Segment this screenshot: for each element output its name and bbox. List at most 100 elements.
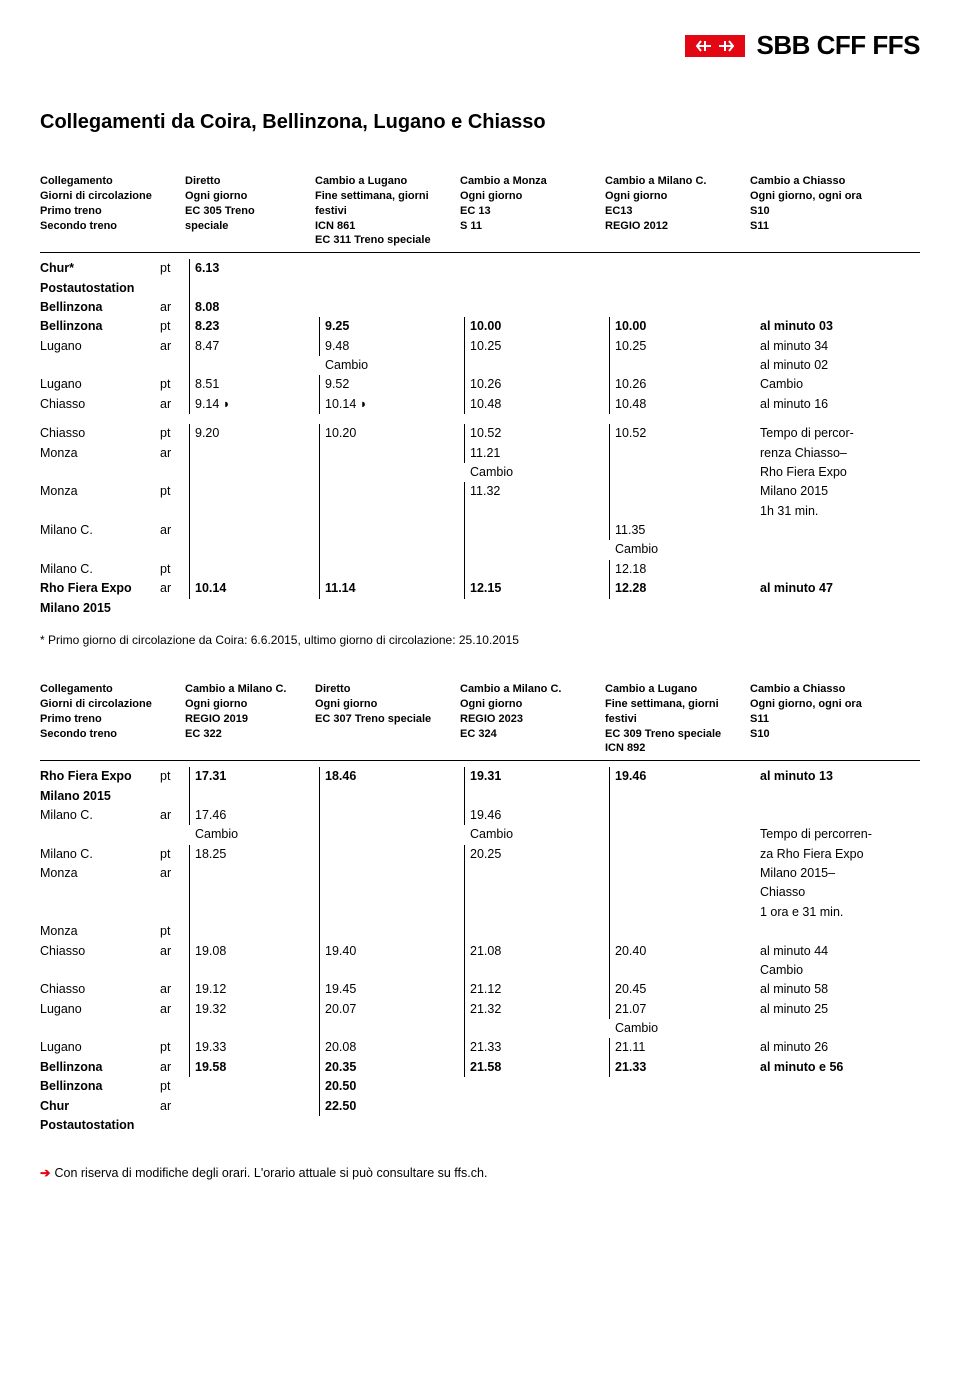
data-cell (460, 787, 605, 806)
data-cell: 11.21 (460, 444, 605, 463)
data-cell (750, 298, 895, 317)
brand-text: SBB CFF FFS (757, 30, 921, 61)
page-title: Collegamenti da Coira, Bellinzona, Lugan… (40, 111, 920, 134)
ptar-cell (160, 825, 185, 844)
data-cell: 10.52 (605, 424, 750, 443)
data-cell: 21.11 (605, 1038, 750, 1057)
table-row: Milano 2015 (40, 599, 920, 618)
data-cell: 20.45 (605, 980, 750, 999)
data-cell (605, 825, 750, 844)
data-cell (315, 1019, 460, 1038)
data-cell (185, 482, 315, 501)
data-cell (315, 560, 460, 579)
table-row: Bellinzonaar19.5820.3521.5821.33al minut… (40, 1058, 920, 1077)
hdr2-col3: Cambio a Milano C. Ogni giorno REGIO 202… (460, 682, 605, 756)
table-row: Cambioal minuto 02 (40, 356, 920, 375)
data-cell: 17.46 (185, 806, 315, 825)
station-cell: Milano C. (40, 845, 160, 864)
data-cell: 18.46 (315, 767, 460, 786)
ptar-cell: pt (160, 922, 185, 941)
footnote-1: * Primo giorno di circolazione da Coira:… (40, 633, 920, 647)
data-cell (185, 463, 315, 482)
station-cell (40, 1019, 160, 1038)
hdr-col2: Cambio a Lugano Fine settimana, giorni f… (315, 174, 460, 248)
ptar-cell: ar (160, 1058, 185, 1077)
data-cell (315, 279, 460, 298)
data-cell: al minuto 26 (750, 1038, 895, 1057)
data-cell: Milano 2015 (750, 482, 895, 501)
data-cell (315, 922, 460, 941)
data-cell: 10.20 (315, 424, 460, 443)
ptar-cell (160, 463, 185, 482)
data-cell: 22.50 (315, 1097, 460, 1116)
data-cell: 10.26 (605, 375, 750, 394)
data-cell: 11.35 (605, 521, 750, 540)
data-cell (605, 259, 750, 278)
ptar-cell (160, 903, 185, 922)
data-cell (750, 259, 895, 278)
timetable-outbound: Collegamento Giorni di circolazione Prim… (40, 174, 920, 618)
station-cell: Chiasso (40, 942, 160, 961)
station-cell: Rho Fiera Expo (40, 579, 160, 598)
data-cell: 20.08 (315, 1038, 460, 1057)
data-cell (605, 298, 750, 317)
table-body-2: Rho Fiera Expopt17.3118.4619.3119.46al m… (40, 767, 920, 1135)
data-cell: al minuto 03 (750, 317, 895, 336)
data-cell (185, 279, 315, 298)
table-row: Milano C.ar11.35 (40, 521, 920, 540)
data-cell: 10.25 (605, 337, 750, 356)
data-cell: 19.58 (185, 1058, 315, 1077)
data-cell (460, 279, 605, 298)
data-cell: 19.40 (315, 942, 460, 961)
data-cell (315, 599, 460, 618)
ptar-cell (160, 356, 185, 375)
data-cell: 20.50 (315, 1077, 460, 1096)
data-cell: 20.25 (460, 845, 605, 864)
header-labels: Collegamento Giorni di circolazione Prim… (40, 174, 160, 248)
data-cell: 10.00 (460, 317, 605, 336)
data-cell (460, 961, 605, 980)
station-cell: Lugano (40, 1000, 160, 1019)
station-cell: Monza (40, 482, 160, 501)
ptar-cell: pt (160, 845, 185, 864)
data-cell: Cambio (605, 1019, 750, 1038)
station-cell: Bellinzona (40, 1077, 160, 1096)
station-cell (40, 825, 160, 844)
data-cell: 21.33 (605, 1058, 750, 1077)
data-cell: 9.14 ◗ (185, 395, 315, 414)
data-cell (460, 883, 605, 902)
data-cell (315, 298, 460, 317)
data-cell (185, 787, 315, 806)
ptar-cell: pt (160, 1077, 185, 1096)
station-cell: Postautostation (40, 279, 160, 298)
data-cell: renza Chiasso– (750, 444, 895, 463)
data-cell (185, 599, 315, 618)
data-cell: 21.12 (460, 980, 605, 999)
table-row: CambioCambioTempo di percorren- (40, 825, 920, 844)
ptar-cell: ar (160, 298, 185, 317)
data-cell (185, 521, 315, 540)
station-cell: Lugano (40, 337, 160, 356)
data-cell (315, 864, 460, 883)
table-row: Chur*pt6.13 (40, 259, 920, 278)
data-cell (605, 279, 750, 298)
table-row: CambioRho Fiera Expo (40, 463, 920, 482)
ptar-cell: ar (160, 942, 185, 961)
data-cell (460, 540, 605, 559)
data-cell (460, 1077, 605, 1096)
ptar-cell (160, 787, 185, 806)
data-cell (315, 825, 460, 844)
hdr-col1: Diretto Ogni giorno EC 305 Treno special… (185, 174, 315, 248)
data-cell (750, 521, 895, 540)
data-cell: 20.07 (315, 1000, 460, 1019)
table-row: Cambio (40, 540, 920, 559)
data-cell: al minuto 58 (750, 980, 895, 999)
ptar-cell (160, 599, 185, 618)
station-cell: Milano C. (40, 560, 160, 579)
station-cell: Lugano (40, 375, 160, 394)
ptar-cell (160, 540, 185, 559)
data-cell: 10.48 (605, 395, 750, 414)
data-cell (315, 463, 460, 482)
data-cell: Cambio (460, 463, 605, 482)
data-cell: 19.12 (185, 980, 315, 999)
